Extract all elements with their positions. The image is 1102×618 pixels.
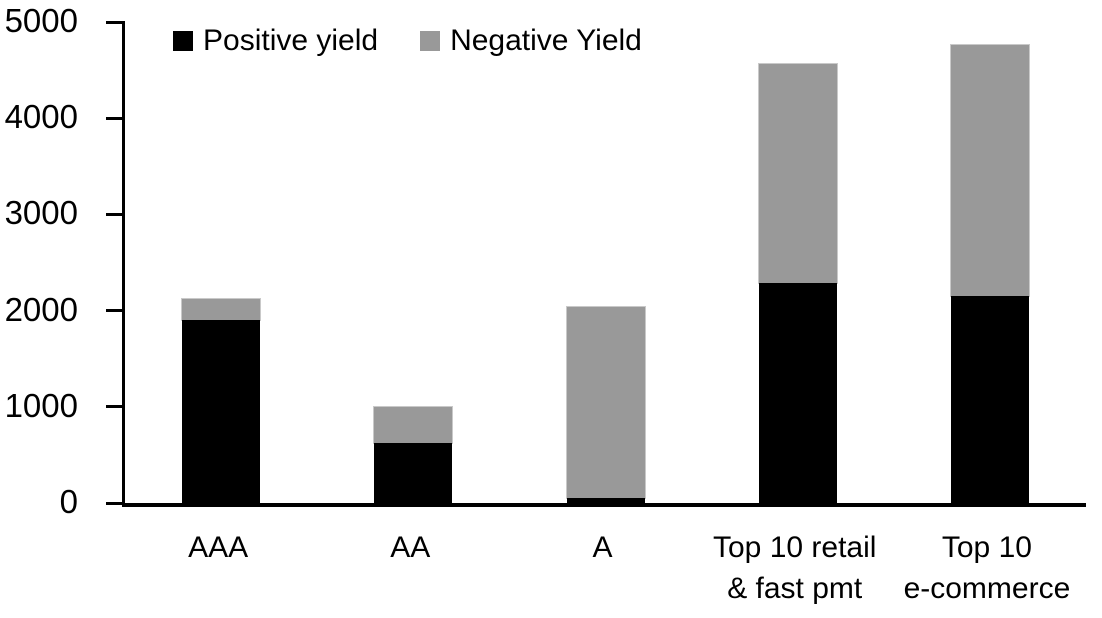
y-axis-tick-label: 2000 <box>4 290 78 328</box>
bar-slot <box>317 22 509 503</box>
x-axis-labels: AAA AA A Top 10 retail & fast pmt Top 10 e-c… <box>122 527 1083 609</box>
bar-segment-negative-yield <box>950 45 1029 297</box>
x-axis-label: Top 10 retail & fast pmt <box>712 531 877 605</box>
legend-label-positive-yield: Positive yield <box>203 24 379 57</box>
y-axis-tick-label: 5000 <box>4 2 78 40</box>
negative-yield-swatch-icon <box>420 31 441 51</box>
bar-stack <box>566 306 645 503</box>
legend: Positive yield Negative Yield <box>173 24 642 58</box>
y-axis-tick <box>106 20 125 24</box>
bar-segment-positive-yield <box>758 282 837 503</box>
x-axis-label: Top 10 e-commerce <box>903 531 1071 605</box>
bar-segment-negative-yield <box>182 299 261 321</box>
x-axis-label: AA <box>390 531 431 564</box>
bar-slot <box>702 22 894 503</box>
bar-stack <box>950 45 1029 503</box>
y-axis-tick <box>106 501 125 505</box>
x-axis-label: AAA <box>188 531 249 564</box>
x-axis-label: A <box>592 531 613 564</box>
bar-segment-negative-yield <box>758 64 837 283</box>
y-axis-tick <box>106 212 125 216</box>
bar-slot <box>894 22 1086 503</box>
y-axis-tick-label: 4000 <box>4 98 78 136</box>
bar-slot <box>509 22 701 503</box>
bar-stack <box>182 299 261 503</box>
bar-stack <box>374 406 453 503</box>
bar-segment-positive-yield <box>566 498 645 503</box>
bar-segment-negative-yield <box>374 406 453 444</box>
legend-item-positive-yield: Positive yield <box>173 24 378 58</box>
y-axis-tick <box>106 405 125 409</box>
bar-slot <box>125 22 317 503</box>
y-axis-tick <box>106 309 125 313</box>
bars-container <box>125 22 1086 503</box>
y-axis-tick-label: 0 <box>59 483 78 521</box>
bar-segment-positive-yield <box>950 296 1029 503</box>
positive-yield-swatch-icon <box>173 31 193 51</box>
bar-segment-negative-yield <box>566 306 645 499</box>
y-axis-tick-label: 1000 <box>4 387 78 425</box>
bar-segment-positive-yield <box>374 443 453 503</box>
bar-stack <box>758 64 837 503</box>
y-axis-labels: 0 1000 2000 3000 4000 5000 <box>0 2 78 520</box>
legend-item-negative-yield: Negative Yield <box>420 24 642 58</box>
legend-label-negative-yield: Negative Yield <box>450 24 642 57</box>
plot-area <box>106 20 1086 507</box>
bar-segment-positive-yield <box>182 320 261 503</box>
y-axis-tick-label: 3000 <box>4 194 78 232</box>
y-axis-tick <box>106 116 125 120</box>
